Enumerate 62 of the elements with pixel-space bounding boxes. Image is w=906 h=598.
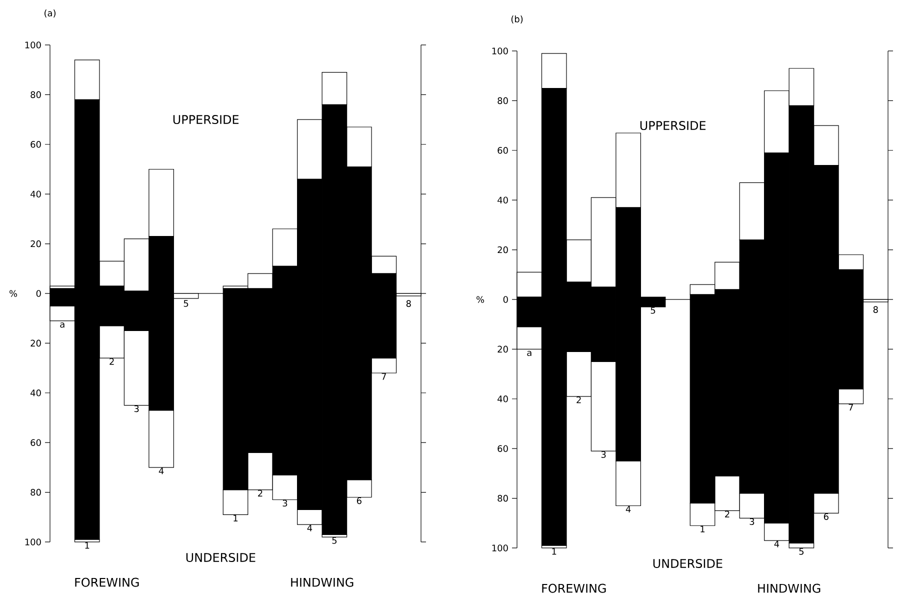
text: HINDWING <box>758 584 820 593</box>
chart-title: (a) <box>44 9 56 18</box>
x-tick-label: 1 <box>234 514 238 522</box>
x-tick-label: 3 <box>282 500 288 507</box>
y-tick-label: 60 <box>498 445 508 452</box>
x-tick-label: 7 <box>382 373 386 380</box>
x-tick-label: 2 <box>258 490 262 496</box>
y-tick-label: 40 <box>498 196 508 204</box>
x-tick-label: 5 <box>332 537 337 544</box>
y-tick-label: 60 <box>30 439 41 446</box>
x-tick-label: 3 <box>601 451 606 458</box>
x-tick-label: 4 <box>626 506 631 512</box>
x-tick-label: 1 <box>552 548 556 555</box>
y-tick-label: 100 <box>492 544 508 552</box>
y-tick-label: 20 <box>498 346 508 353</box>
y-tick-label: 20 <box>498 246 508 254</box>
y-axis-title: % <box>476 296 484 303</box>
chart-title: (b) <box>511 15 523 24</box>
y-tick-label: 100 <box>25 538 41 546</box>
y-axis-title: % <box>10 290 18 297</box>
x-tick-label: 3 <box>134 405 139 412</box>
x-tick-label: 2 <box>725 510 730 518</box>
y-tick-label: 40 <box>30 389 41 396</box>
y-tick-label: 20 <box>30 240 41 248</box>
x-tick-label: 6 <box>824 513 828 520</box>
y-tick-label: 60 <box>30 140 41 148</box>
x-tick-label: 5 <box>184 300 188 307</box>
y-tick-label: 0 <box>36 290 41 297</box>
annotation: UPPERSIDE <box>640 121 706 130</box>
y-tick-label: 80 <box>30 91 41 98</box>
x-tick-label: 2 <box>110 358 114 365</box>
x-tick-label: 1 <box>85 542 90 549</box>
text: UNDERSIDE <box>653 558 722 568</box>
x-tick-label: 3 <box>750 518 754 525</box>
x-tick-label: 4 <box>307 524 312 532</box>
text: FOREWING <box>75 578 139 587</box>
y-tick-label: 100 <box>492 48 508 54</box>
y-tick-label: 0 <box>503 296 508 303</box>
x-tick-label: 6 <box>356 497 362 504</box>
y-tick-label: 80 <box>498 97 508 104</box>
annotation: UPPERSIDE <box>173 115 239 124</box>
text: FOREWING <box>542 584 606 593</box>
x-tick-label: 5 <box>799 548 804 555</box>
x-tick-label: 4 <box>158 468 164 474</box>
y-tick-label: 40 <box>498 395 508 402</box>
x-tick-label: a <box>527 350 532 356</box>
y-tick-label: 100 <box>25 42 41 48</box>
x-tick-label: 4 <box>774 540 780 548</box>
y-tick-label: 20 <box>30 340 41 347</box>
y-tick-label: 60 <box>498 146 508 154</box>
x-tick-label: 5 <box>650 307 656 314</box>
text: UNDERSIDE <box>186 552 256 562</box>
y-tick-label: 80 <box>498 494 508 502</box>
x-tick-label: 1 <box>700 526 705 532</box>
x-tick-label: 8 <box>873 306 878 313</box>
x-tick-label: a <box>60 322 64 328</box>
y-tick-label: 40 <box>30 190 41 198</box>
x-tick-label: 2 <box>576 396 581 404</box>
y-tick-label: 80 <box>30 488 41 496</box>
x-tick-label: 8 <box>406 300 411 307</box>
x-tick-label: 7 <box>848 404 853 411</box>
text: HINDWING <box>291 578 354 587</box>
